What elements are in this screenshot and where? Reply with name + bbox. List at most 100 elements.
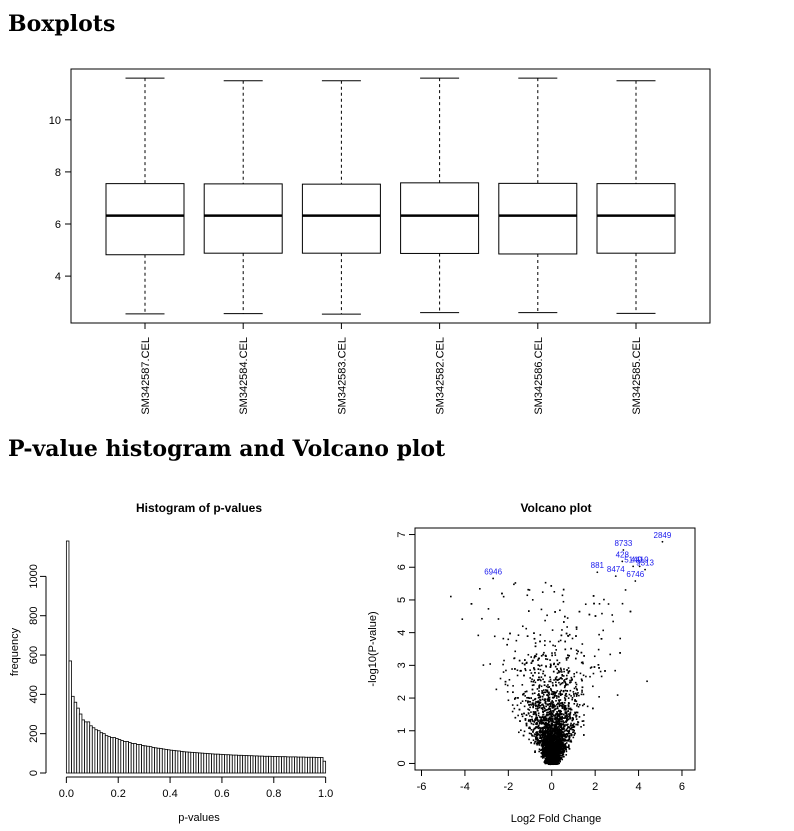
data-point: [575, 692, 577, 695]
data-point: [545, 749, 547, 751]
data-point: [557, 729, 559, 731]
data-point: [537, 733, 539, 736]
data-point: [539, 742, 542, 744]
data-point: [526, 594, 529, 597]
data-point: [562, 722, 565, 724]
data-point: [532, 729, 535, 731]
data-point: [582, 662, 584, 665]
data-point: [541, 731, 544, 734]
data-point: [566, 690, 569, 692]
data-point: [551, 710, 554, 712]
data-point: [549, 741, 551, 743]
data-point: [549, 703, 552, 705]
data-point: [534, 733, 537, 736]
data-point: [573, 673, 576, 675]
data-point: [563, 738, 565, 740]
data-point: [534, 671, 536, 674]
data-point: [565, 714, 568, 717]
data-point: [549, 755, 551, 757]
data-point: [538, 701, 541, 703]
data-point: [563, 730, 566, 732]
data-point: [558, 661, 561, 664]
data-point: [527, 696, 530, 699]
data-point: [556, 690, 559, 692]
data-point: [554, 708, 556, 711]
data-point: [563, 735, 565, 738]
data-point: [547, 719, 549, 722]
data-point: [549, 761, 552, 763]
data-point: [559, 710, 562, 713]
data-point: [513, 583, 515, 586]
data-point: [563, 726, 565, 728]
data-point: [548, 762, 550, 764]
iqr-box: [498, 182, 578, 255]
data-point: [574, 700, 576, 702]
data-point: [554, 745, 557, 748]
data-point: [548, 698, 551, 701]
data-point: [536, 705, 539, 708]
data-point: [553, 748, 556, 751]
data-point: [538, 741, 541, 743]
data-point: [544, 738, 547, 741]
volcano-plot-chart: Volcano plot 0 1 2 3 4 5 6 7 -log10(P-value) -6 -4 -…: [367, 501, 696, 825]
data-point: [534, 705, 537, 707]
data-point: [571, 678, 573, 681]
data-point: [548, 698, 550, 700]
data-point: [574, 732, 576, 735]
data-point: [549, 744, 551, 747]
data-point: [567, 726, 569, 728]
data-point: [561, 718, 563, 721]
data-point: [558, 700, 561, 703]
data-point: [567, 705, 570, 708]
data-point: [553, 739, 556, 741]
data-point: [548, 726, 551, 728]
data-point: [607, 603, 610, 605]
data-point: [547, 686, 549, 689]
point-label: 6946: [484, 567, 502, 576]
data-point: [552, 729, 555, 732]
data-point: [517, 697, 519, 699]
data-point: [557, 753, 559, 756]
data-point: [556, 716, 558, 718]
data-point: [536, 737, 539, 739]
data-point: [548, 759, 551, 762]
data-point: [555, 713, 557, 715]
data-point: [646, 680, 648, 683]
data-point: [552, 749, 555, 751]
data-point: [576, 705, 578, 707]
data-point: [532, 711, 535, 713]
data-point: [578, 716, 581, 718]
data-point: [543, 706, 545, 709]
data-point: [564, 648, 567, 651]
data-point: [558, 751, 561, 754]
data-point: [565, 678, 567, 680]
data-point: [543, 752, 546, 755]
data-point: [582, 693, 585, 696]
labeled-point: [621, 560, 624, 563]
point-label: 881: [591, 561, 605, 570]
data-point: [553, 725, 556, 728]
data-point: [555, 753, 558, 756]
data-point: [543, 732, 545, 735]
data-point: [555, 722, 557, 725]
data-point: [569, 740, 572, 743]
data-point: [545, 746, 548, 749]
data-point: [544, 749, 547, 751]
data-point: [558, 736, 561, 738]
data-point: [556, 712, 558, 715]
data-point: [549, 666, 552, 668]
data-point: [563, 668, 565, 670]
data-point: [576, 723, 579, 726]
data-point: [537, 657, 540, 660]
data-point: [580, 725, 582, 728]
data-point: [545, 685, 548, 688]
data-point: [546, 755, 549, 758]
data-point: [538, 693, 540, 695]
data-point: [578, 704, 581, 706]
data-point: [546, 736, 549, 738]
data-point: [561, 731, 564, 733]
data-point: [506, 691, 509, 693]
data-point: [561, 707, 564, 709]
data-point: [575, 714, 578, 717]
data-point: [563, 723, 565, 726]
